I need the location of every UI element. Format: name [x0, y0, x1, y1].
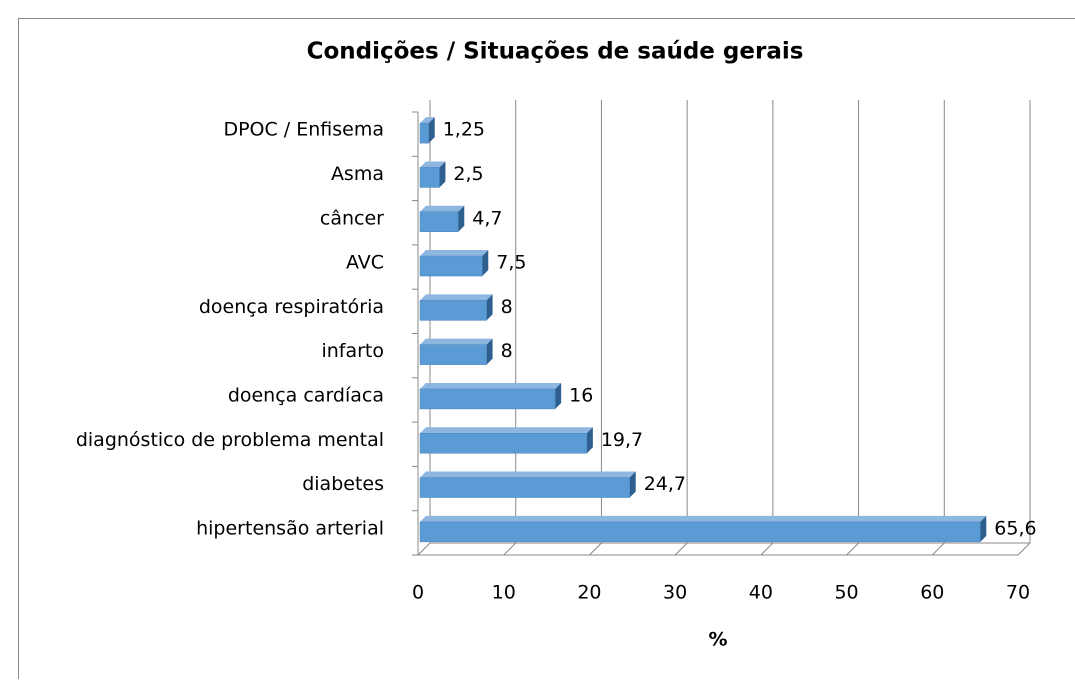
bar: [420, 433, 587, 453]
y-tick-label: hipertensão arterial: [196, 517, 384, 539]
y-tick-label: doença respiratória: [199, 296, 384, 318]
bar: [420, 212, 458, 232]
data-label: 4,7: [472, 207, 502, 229]
bar: [420, 522, 980, 542]
y-tick-label: Asma: [331, 163, 384, 185]
bar-top: [420, 294, 493, 300]
bar-top: [420, 472, 636, 478]
x-axis-label: %: [708, 629, 727, 651]
y-tick-label: doença cardíaca: [228, 384, 384, 406]
y-tick-label: câncer: [320, 207, 384, 229]
data-label: 2,5: [453, 163, 483, 185]
x-tick-label: 20: [577, 582, 601, 604]
chart-title: Condições / Situações de saúde gerais: [307, 39, 804, 65]
data-label: 1,25: [443, 119, 485, 141]
bar: [420, 389, 555, 409]
bar-top: [420, 516, 986, 522]
x-tick-label: 40: [749, 582, 773, 604]
bar: [420, 345, 487, 365]
data-label: 19,7: [601, 429, 643, 451]
chart-frame: [19, 19, 1075, 680]
data-label: 8: [501, 340, 513, 362]
y-tick-label: diagnóstico de problema mental: [76, 429, 384, 451]
x-tick-label: 30: [663, 582, 687, 604]
y-tick-label: AVC: [346, 252, 384, 274]
data-label: 24,7: [644, 473, 686, 495]
y-tick-label: diabetes: [302, 473, 384, 495]
bar-top: [420, 206, 464, 212]
bar: [420, 123, 429, 143]
data-label: 8: [501, 296, 513, 318]
data-label: 65,6: [994, 517, 1036, 539]
bar-top: [420, 427, 593, 433]
y-tick-label: infarto: [321, 340, 384, 362]
x-tick-label: 70: [1006, 582, 1030, 604]
data-label: 16: [569, 384, 593, 406]
data-label: 7,5: [496, 252, 526, 274]
bar-top: [420, 383, 561, 389]
bar: [420, 256, 482, 276]
bar: [420, 167, 439, 187]
bar-top: [420, 339, 493, 345]
x-tick-label: 50: [834, 582, 858, 604]
bar: [420, 300, 487, 320]
y-tick-label: DPOC / Enfisema: [223, 119, 384, 141]
x-tick-label: 10: [492, 582, 516, 604]
bar: [420, 478, 630, 498]
x-tick-label: 60: [920, 582, 944, 604]
bar-top: [420, 250, 488, 256]
x-tick-label: 0: [412, 582, 424, 604]
